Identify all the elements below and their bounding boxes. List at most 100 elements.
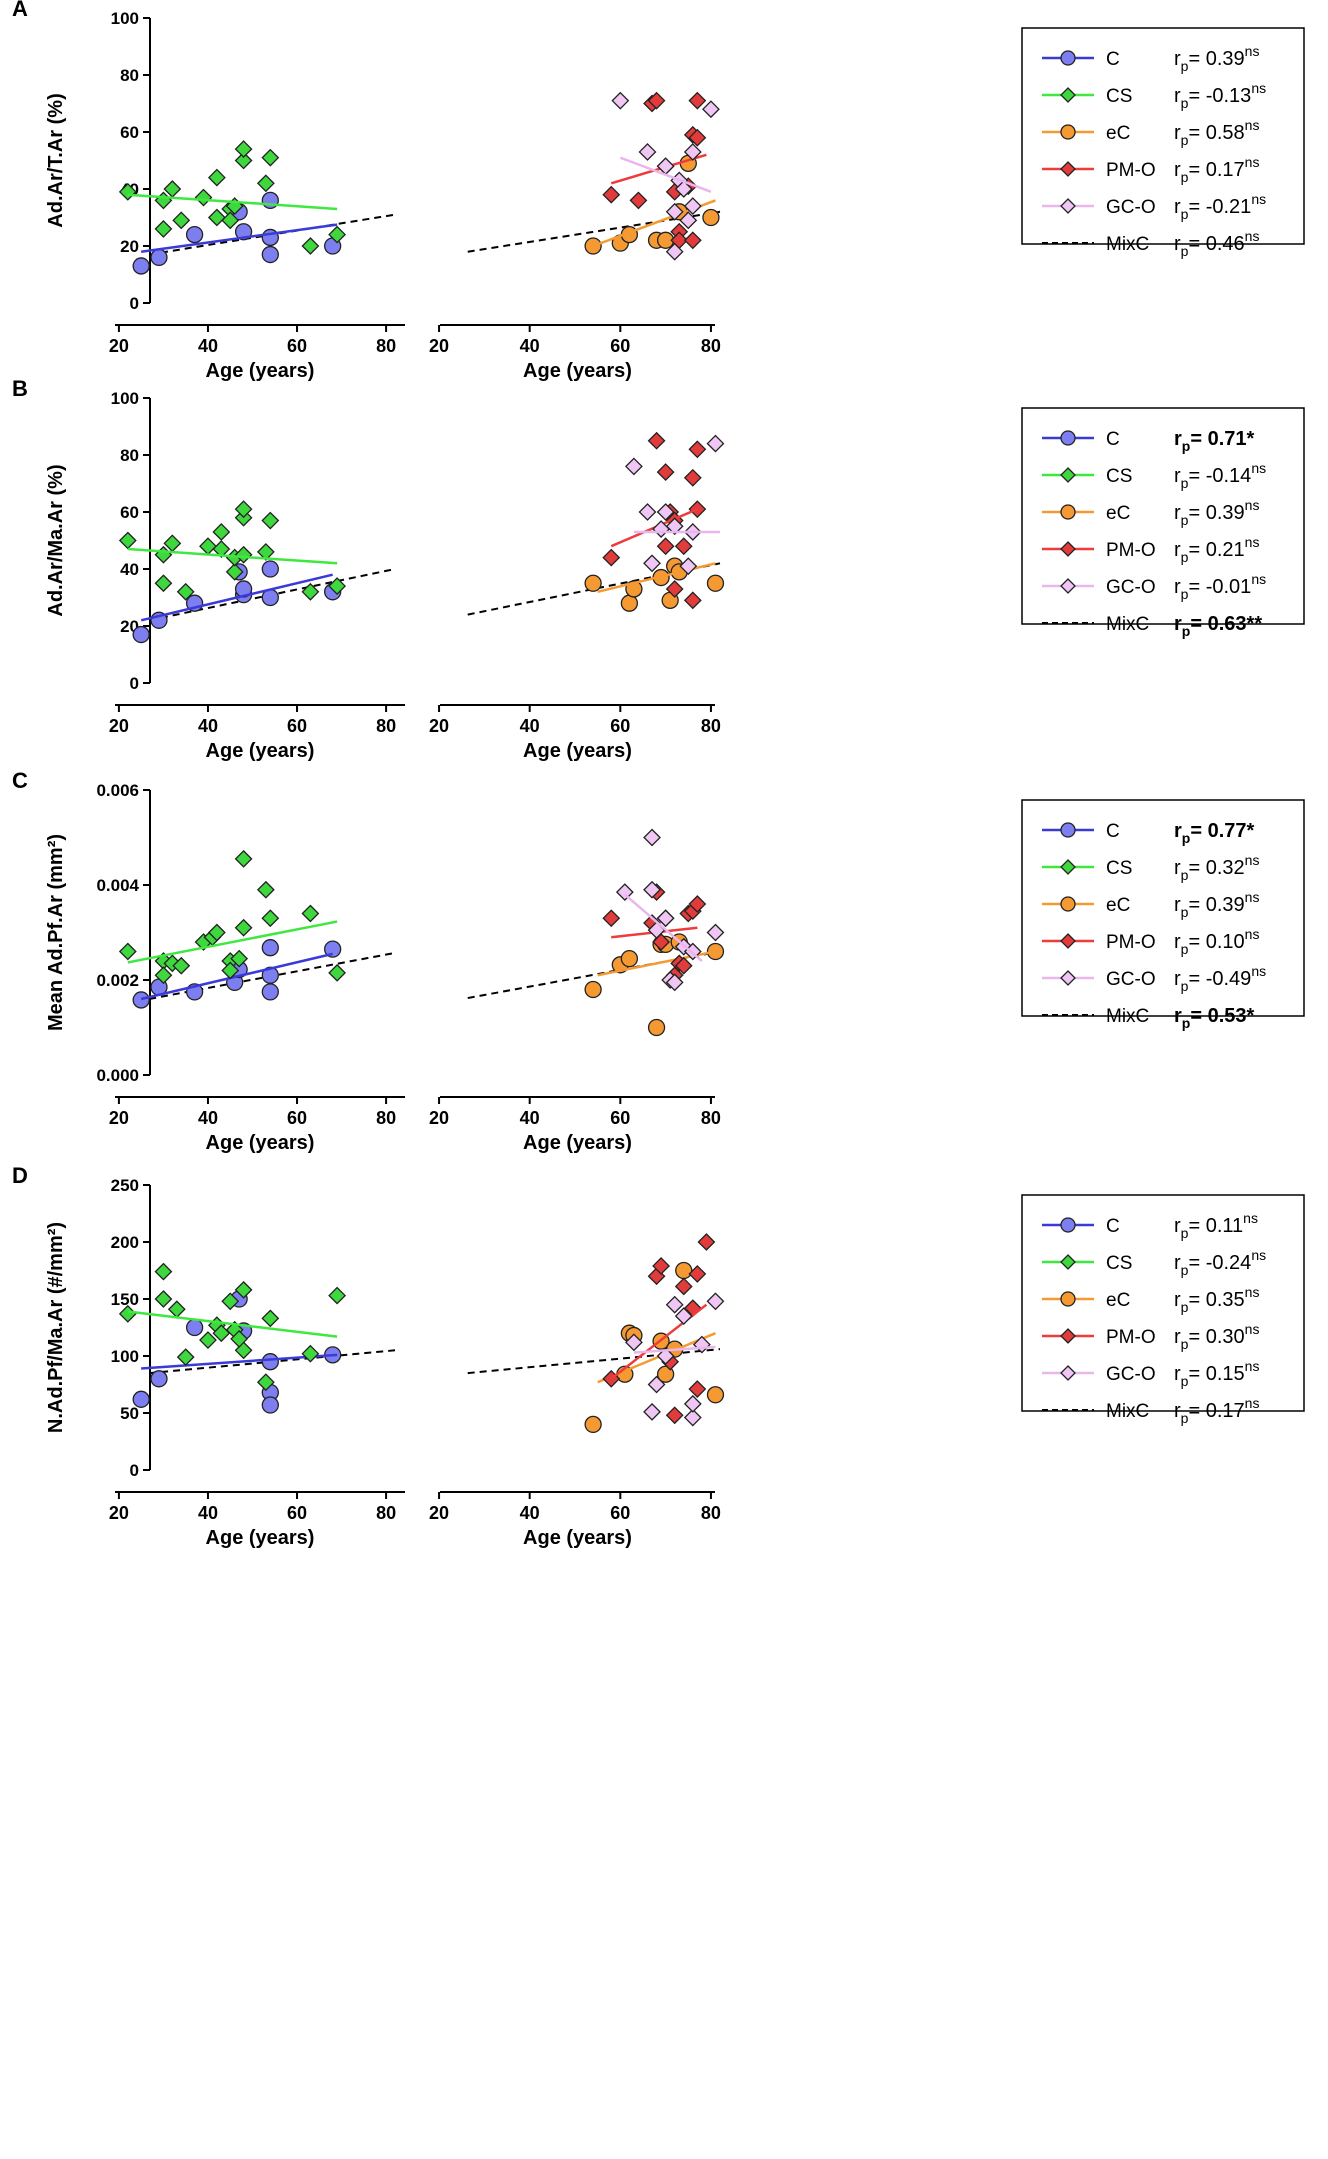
- data-point-CS: [154, 1262, 173, 1281]
- legend-stat: rp= 0.17ns: [1174, 1395, 1259, 1426]
- y-axis-label: N.Ad.Pf/Ma.Ar (#/mm²): [45, 1222, 67, 1433]
- x-tick-label-right: 60: [610, 1503, 630, 1523]
- data-point-GC-O: [665, 242, 684, 261]
- x-axis-label-left: Age (years): [206, 1527, 315, 1549]
- data-point-GC-O: [674, 180, 693, 198]
- fit-line-CS: [127, 920, 338, 964]
- data-point-GC-O: [643, 554, 661, 573]
- legend-marker-CS: [1060, 87, 1076, 103]
- x-tick-label-left: 80: [376, 716, 396, 736]
- legend-stat: rp= 0.15ns: [1174, 1358, 1259, 1389]
- x-tick-label-left: 40: [198, 716, 218, 736]
- data-point-CS: [234, 151, 253, 170]
- data-point-CS: [256, 1373, 275, 1392]
- data-point-PM-O: [656, 537, 675, 556]
- data-point-C: [150, 248, 168, 267]
- data-point-GC-O: [647, 1375, 666, 1394]
- legend-marker-C: [1060, 430, 1076, 446]
- data-point-C: [132, 625, 150, 644]
- data-point-GC-O: [683, 1394, 702, 1413]
- x-tick-label-right: 80: [701, 716, 721, 736]
- legend-marker-eC: [1060, 1291, 1076, 1307]
- legend-marker-GC-O: [1060, 198, 1076, 214]
- series-CS: [118, 140, 347, 255]
- data-point-GC-O: [706, 923, 725, 942]
- legend-marker-C: [1060, 1217, 1076, 1233]
- data-point-CS: [301, 904, 320, 923]
- y-tick-label: 80: [120, 66, 139, 85]
- data-point-eC: [584, 1415, 602, 1434]
- data-point-CS: [256, 880, 275, 899]
- x-axis-label-right: Age (years): [523, 360, 632, 382]
- panel-D: D N.Ad.Pf/Ma.Ar (#/mm²) 0 50 100 150 200 250 20 4…: [12, 1163, 1305, 1549]
- x-tick-label-left: 20: [109, 1503, 129, 1523]
- data-point-CS: [328, 963, 347, 982]
- data-point-C: [132, 257, 150, 275]
- mixc-fit-line-right: [467, 1348, 721, 1375]
- data-point-C: [261, 983, 279, 1001]
- data-point-CS: [234, 918, 253, 937]
- x-tick-label-right: 20: [429, 716, 449, 736]
- data-point-CS: [154, 191, 173, 210]
- x-tick-label-right: 40: [520, 336, 540, 356]
- legend-label: eC: [1106, 123, 1130, 144]
- data-point-CS: [221, 961, 240, 980]
- legend-label: GC-O: [1106, 577, 1156, 598]
- data-point-C: [261, 1396, 279, 1414]
- data-point-CS: [163, 534, 182, 553]
- legend-stat: rp= -0.13ns: [1174, 80, 1266, 111]
- panel-label: A: [12, 0, 28, 21]
- x-tick-label-right: 60: [610, 716, 630, 736]
- legend-label: C: [1106, 1216, 1120, 1237]
- data-point-C: [150, 1370, 168, 1388]
- data-point-PM-O: [665, 580, 684, 598]
- data-point-CS: [172, 956, 191, 975]
- legend-stat: rp= 0.10ns: [1174, 926, 1259, 957]
- data-point-CS: [176, 1348, 195, 1367]
- legend-stat: rp= 0.63**: [1174, 613, 1262, 639]
- data-point-GC-O: [643, 1402, 661, 1421]
- data-point-PM-O: [656, 463, 675, 482]
- data-point-PM-O: [683, 468, 702, 487]
- legend-stat: rp= 0.39ns: [1174, 497, 1259, 528]
- data-point-CS: [154, 1290, 173, 1308]
- data-point-CS: [207, 923, 226, 942]
- x-tick-label-right: 40: [520, 716, 540, 736]
- data-point-PM-O: [688, 895, 707, 913]
- x-tick-label-left: 20: [109, 336, 129, 356]
- data-point-PM-O: [688, 128, 707, 147]
- data-point-CS: [328, 577, 347, 596]
- series-GC-O: [615, 828, 725, 992]
- y-tick-label: 100: [111, 389, 139, 408]
- data-point-PM-O: [674, 537, 693, 556]
- mixc-fit-line-right: [467, 950, 721, 1000]
- data-point-CS: [234, 545, 253, 564]
- legend-label: eC: [1106, 1290, 1130, 1311]
- data-point-GC-O: [702, 100, 720, 119]
- legend-stat: rp= 0.35ns: [1174, 1284, 1259, 1315]
- fit-line-GC-O: [619, 156, 712, 194]
- series-CS: [118, 500, 347, 601]
- data-point-GC-O: [674, 1307, 693, 1326]
- data-point-GC-O: [665, 973, 684, 992]
- data-point-GC-O: [665, 1295, 684, 1314]
- series-eC: [584, 557, 725, 612]
- data-point-CS: [261, 909, 280, 928]
- fit-line-eC: [597, 562, 716, 594]
- data-point-PM-O: [629, 191, 648, 210]
- mixc-fit-line-right: [467, 210, 721, 253]
- panel-A: A Ad.Ar/T.Ar (%) 0 20 40 60 80 100 20 40 60 80 Age (…: [12, 0, 1305, 382]
- legend-marker-GC-O: [1060, 578, 1076, 594]
- data-point-CS: [261, 1309, 280, 1328]
- data-point-CS: [221, 1292, 240, 1311]
- x-tick-label-right: 80: [701, 1108, 721, 1128]
- x-axis-label-left: Age (years): [206, 740, 315, 762]
- data-point-CS: [225, 562, 244, 581]
- data-point-C: [185, 225, 204, 244]
- data-point-PM-O: [683, 231, 702, 250]
- x-tick-label-left: 20: [109, 1108, 129, 1128]
